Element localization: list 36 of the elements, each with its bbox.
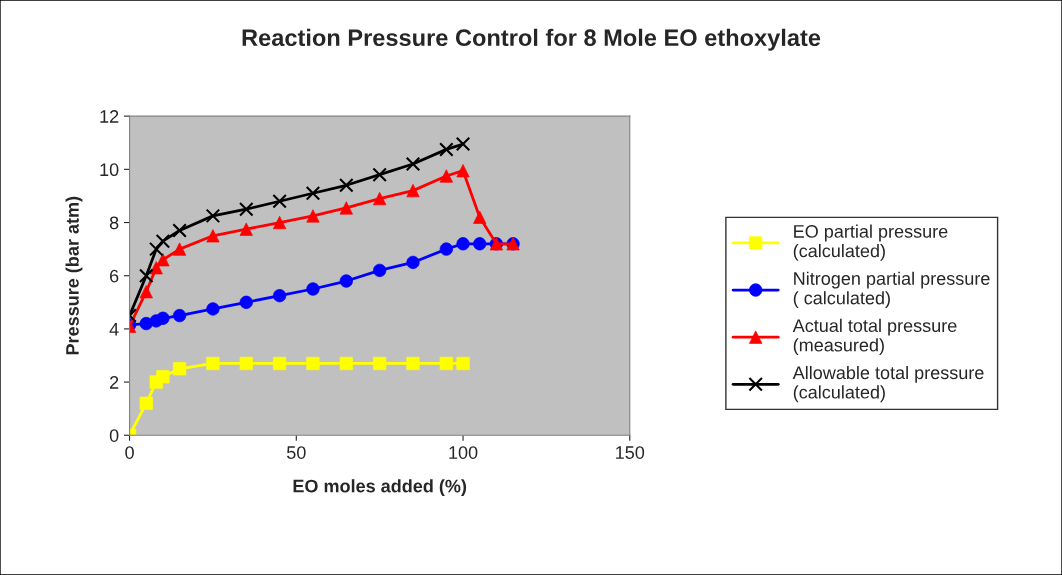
point (439, 356, 453, 371)
point (148, 241, 164, 257)
x-tick-label: 100 (449, 446, 478, 459)
point (339, 178, 354, 193)
y-axis-title: Pressure (bar atm) (65, 196, 83, 355)
y-tick-label: 0 (109, 429, 119, 442)
point (372, 167, 387, 182)
x-tick-label: 50 (286, 446, 306, 459)
legend-label: Nitrogen partial pressure ( calculated) (793, 271, 990, 308)
y-tick-label: 12 (100, 110, 119, 123)
point (206, 356, 220, 371)
x-axis-title: EO moles added (%) (293, 479, 467, 497)
point (272, 193, 287, 209)
point (238, 201, 254, 217)
legend-label: Actual total pressure (measured) (792, 318, 957, 356)
point (172, 223, 187, 238)
y-tick-label: 4 (109, 323, 119, 336)
x-tick-label: 0 (125, 446, 134, 459)
y-tick-label: 2 (110, 376, 119, 389)
legend-label: Allowable total pressure (calculated) (792, 365, 984, 403)
y-tick-label: 10 (100, 163, 119, 177)
point (405, 156, 421, 172)
chart-title: Reaction Pressure Control for 8 Mole EO ethoxylate (242, 28, 821, 51)
point (155, 233, 171, 249)
y-tick-label: 8 (109, 216, 119, 230)
point (439, 142, 454, 157)
y-tick-label: 6 (110, 269, 119, 283)
legend-label: EO partial pressure (calculated) (793, 224, 948, 261)
point (138, 268, 154, 283)
point (456, 356, 470, 371)
point (455, 136, 471, 152)
point (373, 356, 387, 371)
point (305, 185, 321, 201)
x-tick-label: 150 (616, 446, 645, 459)
point (273, 356, 287, 371)
point (205, 208, 221, 224)
